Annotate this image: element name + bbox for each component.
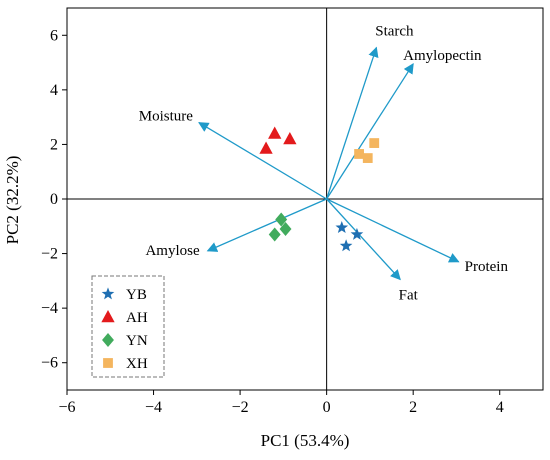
loading-arrow-moisture (198, 122, 327, 200)
point-xh (354, 149, 364, 159)
x-tick-label: −2 (232, 399, 249, 416)
point-yb (339, 239, 353, 252)
legend-label-ah: AH (126, 310, 148, 326)
y-tick-label: 6 (50, 27, 58, 44)
point-ah (259, 141, 273, 154)
point-ah (283, 131, 297, 145)
legend-items: YB AH YN XH (101, 287, 148, 372)
loading-label-amylopectin: Amylopectin (403, 48, 482, 64)
point-xh (369, 138, 380, 148)
point-yb (335, 221, 349, 234)
point-ah (268, 126, 282, 139)
legend-label-xh: XH (126, 356, 148, 372)
x-tick-label: 0 (323, 399, 331, 416)
point-yn (275, 212, 288, 227)
y-axis-title: PC2 (32.2%) (3, 156, 22, 245)
x-tick-label: 4 (496, 399, 504, 416)
point-yb (350, 227, 364, 240)
score-points (259, 126, 380, 252)
loading-label-moisture: Moisture (139, 109, 194, 125)
y-tick-label: −6 (41, 355, 58, 372)
loading-arrow-fat (326, 198, 401, 281)
loading-arrow-starch (326, 46, 379, 200)
loading-arrow-protein (326, 198, 460, 263)
y-tick-label: −2 (41, 246, 58, 263)
loading-vectors: Starch Amylopectin Moisture Amylose Protein F… (139, 24, 509, 304)
loading-label-protein: Protein (465, 259, 509, 275)
loading-label-fat: Fat (399, 287, 419, 303)
loading-arrow-amylose (206, 198, 327, 252)
point-yn (268, 227, 281, 242)
x-axis-ticks: −6 −4 −2 0 2 4 (58, 390, 504, 416)
loading-arrow-amylopectin (326, 63, 414, 200)
y-axis-ticks: −6 −4 −2 0 2 4 6 (41, 27, 67, 372)
x-tick-label: −6 (58, 399, 75, 416)
x-axis-title: PC1 (53.4%) (261, 431, 350, 450)
legend-marker-xh (103, 358, 113, 368)
x-tick-label: 2 (409, 399, 417, 416)
point-xh (362, 153, 373, 163)
legend-label-yn: YN (126, 333, 148, 349)
loading-label-amylose: Amylose (145, 243, 200, 259)
y-tick-label: −4 (41, 300, 58, 317)
y-tick-label: 2 (50, 136, 58, 153)
y-tick-label: 0 (50, 191, 58, 208)
legend-label-yb: YB (126, 287, 147, 303)
point-yn (279, 222, 292, 237)
legend-marker-yb (101, 287, 115, 300)
x-tick-label: −4 (145, 399, 162, 416)
loading-label-starch: Starch (375, 24, 414, 40)
y-tick-label: 4 (50, 82, 58, 99)
legend-marker-yn (102, 333, 114, 347)
legend-marker-ah (101, 310, 115, 323)
legend: YB AH YN XH (91, 275, 165, 378)
